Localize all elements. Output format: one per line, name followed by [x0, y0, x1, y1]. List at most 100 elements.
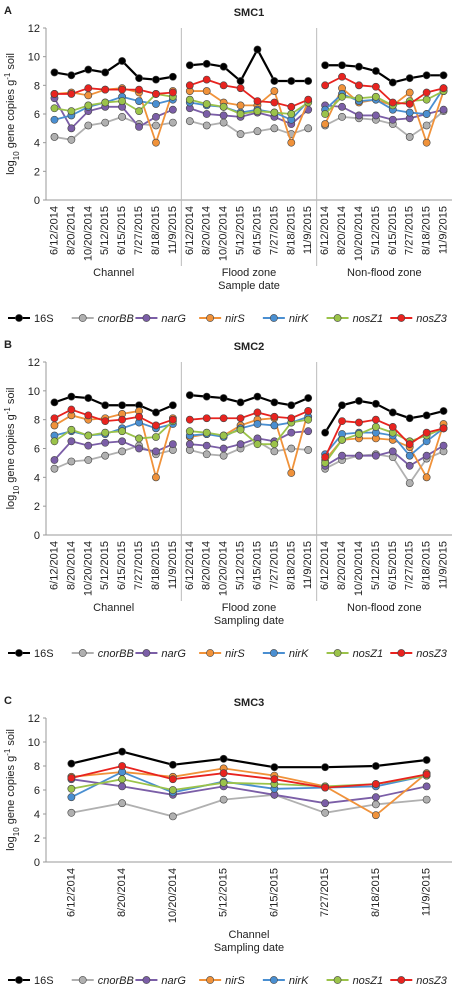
data-point [287, 428, 296, 437]
panel-label: B [4, 339, 12, 351]
data-point [101, 98, 110, 107]
x-tick-label: 11/9/2015 [438, 541, 450, 589]
group-label: Non-flood zone [347, 267, 422, 279]
data-point [202, 87, 211, 95]
data-point [135, 107, 143, 116]
data-point [67, 405, 76, 414]
x-tick-label: 10/20/2014 [353, 541, 365, 596]
x-tick-label: 6/15/2015 [251, 541, 263, 590]
data-point [371, 415, 380, 424]
data-point [219, 769, 228, 778]
data-point [270, 98, 279, 107]
data-point [168, 118, 177, 127]
data-point [67, 808, 76, 817]
legend-label: cnorBB [98, 648, 134, 660]
data-point [202, 392, 211, 401]
data-point [101, 438, 110, 447]
x-tick-label: 7/27/2015 [133, 206, 145, 255]
data-point [101, 451, 110, 460]
y-tick-label: 10 [28, 52, 40, 64]
x-tick-label: 6/12/2014 [319, 541, 331, 590]
data-point [371, 92, 380, 101]
y-tick-label: 12 [28, 357, 40, 369]
x-tick-label: 7/27/2015 [319, 868, 331, 917]
y-tick-label: 12 [28, 713, 40, 725]
legend-marker [269, 649, 278, 657]
data-point [152, 138, 160, 147]
x-tick-label: 6/12/2014 [48, 541, 60, 590]
x-tick-label: 5/12/2015 [235, 541, 247, 590]
x-tick-label: 8/20/2014 [201, 206, 213, 255]
data-point [304, 124, 313, 133]
data-point [185, 440, 194, 449]
x-tick-label: 8/18/2015 [370, 868, 382, 917]
y-axis-label: log10 gene copies g-1 soil [3, 53, 21, 175]
chart-title: SMC3 [234, 697, 265, 709]
x-axis-label: Sampling date [214, 942, 284, 954]
data-point [185, 427, 194, 436]
y-axis-label: log10 gene copies g-1 soil [3, 729, 21, 851]
data-point [405, 108, 414, 117]
data-point [338, 112, 346, 121]
legend-marker [269, 976, 278, 984]
y-tick-label: 8 [34, 80, 40, 92]
data-point [219, 414, 228, 423]
x-tick-label: 6/15/2015 [116, 541, 128, 590]
data-point [287, 469, 296, 477]
legend-label: nosZ3 [416, 313, 447, 325]
data-point [185, 81, 194, 90]
data-point [219, 111, 228, 120]
x-tick-label: 8/20/2014 [116, 868, 128, 917]
y-axis-label: log10 gene copies g-1 soil [3, 388, 21, 510]
legend-marker [397, 314, 406, 322]
group-label: Channel [93, 267, 134, 279]
data-point [202, 121, 211, 130]
data-point [388, 78, 397, 87]
panel-label: A [4, 5, 12, 17]
data-point [101, 68, 110, 77]
data-point [321, 110, 330, 118]
data-point [321, 120, 330, 128]
data-point [67, 774, 76, 782]
data-point [67, 759, 76, 768]
y-axis-label-part: -1 [3, 748, 12, 756]
y-axis-label-part: gene copies g [5, 80, 17, 152]
chart-title: SMC2 [234, 341, 265, 353]
data-point [84, 441, 93, 450]
data-point [236, 110, 245, 118]
data-point [371, 111, 380, 120]
x-tick-label: 11/9/2015 [167, 206, 179, 254]
data-point [202, 428, 211, 437]
data-point [67, 784, 76, 793]
data-point [304, 394, 313, 402]
legend-marker [333, 649, 342, 657]
data-point [219, 81, 228, 90]
x-tick-label: 7/27/2015 [268, 541, 280, 590]
data-point [405, 133, 414, 141]
data-point [270, 440, 279, 449]
data-point [168, 415, 177, 424]
legend-label: narG [161, 313, 186, 325]
legend-marker [206, 976, 215, 984]
y-axis-label-part: soil [5, 53, 17, 73]
legend-label: cnorBB [98, 313, 134, 325]
data-point [168, 812, 177, 821]
data-point [101, 417, 110, 426]
data-point [270, 108, 279, 117]
data-point [219, 394, 228, 402]
data-point [371, 800, 380, 809]
data-point [371, 451, 380, 460]
series-line [71, 767, 428, 817]
data-point [287, 401, 296, 410]
data-point [388, 422, 397, 431]
x-tick-label: 6/12/2014 [184, 541, 196, 590]
data-point [84, 121, 93, 130]
data-point [439, 424, 448, 433]
legend-label: nosZ3 [416, 648, 447, 660]
data-point [439, 84, 448, 93]
data-point [388, 447, 397, 456]
data-point [371, 422, 380, 431]
data-point [371, 811, 380, 820]
y-tick-label: 0 [34, 530, 40, 542]
